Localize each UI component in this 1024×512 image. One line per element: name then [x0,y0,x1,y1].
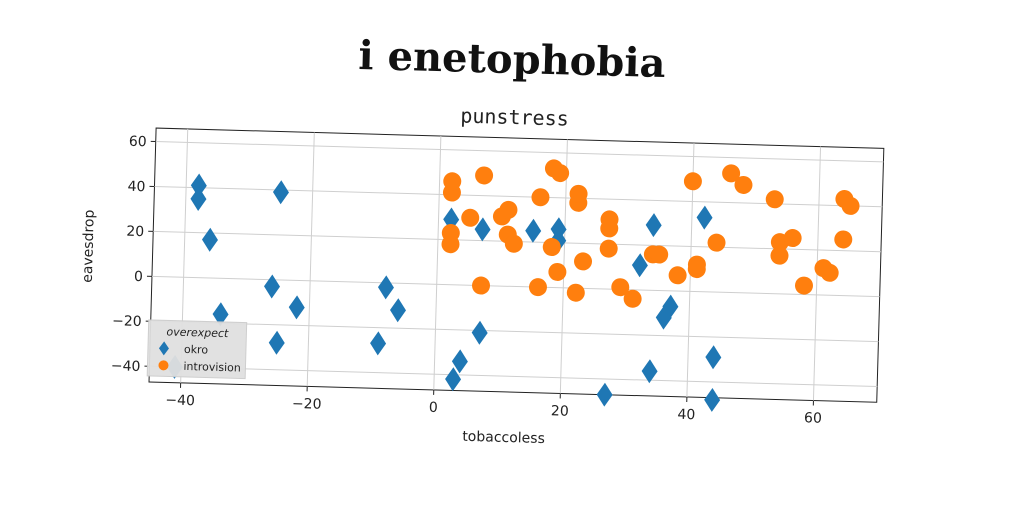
y-tick-label: 0 [134,269,143,285]
point-okro [704,387,721,412]
x-tick-label: −40 [165,392,195,409]
point-introvision [722,164,741,183]
point-introvision [528,278,547,297]
point-introvision [765,190,784,209]
point-introvision [599,239,618,258]
point-introvision [548,262,567,281]
point-okro [201,227,218,252]
point-okro [445,367,462,392]
x-tick-label: 20 [551,403,569,419]
y-grid-line [149,365,878,388]
point-introvision [707,233,726,252]
point-introvision [841,196,860,215]
x-tick-label: 60 [804,410,822,426]
y-tick-label: 40 [127,179,145,195]
point-introvision [531,188,550,207]
point-okro [641,359,658,384]
point-okro [662,294,679,319]
point-okro [525,218,542,243]
point-introvision [441,235,460,254]
x-tick-label: 0 [429,400,438,416]
legend-label-introvision: introvision [183,360,241,375]
point-introvision [794,276,813,295]
point-okro [390,298,406,323]
point-introvision [820,263,839,282]
chart-subtitle: punstress [460,104,569,131]
point-introvision [783,229,802,248]
legend-title: overexpect [166,325,229,340]
point-introvision [834,230,853,249]
point-okro [696,205,713,230]
point-introvision [611,278,630,297]
point-okro [645,213,662,238]
legend-marker-introvision [158,360,169,371]
point-introvision [542,238,561,257]
point-introvision [443,172,462,191]
point-introvision [574,252,593,271]
x-grid-line [433,135,442,390]
point-okro [264,274,281,299]
legend: overexpect okro introvision [146,319,248,380]
point-introvision [461,208,480,227]
point-okro [190,186,207,211]
y-axis-label: eavesdrop [80,209,98,283]
plot-area [148,127,885,412]
point-introvision [551,164,570,183]
point-okro [451,349,468,374]
point-introvision [687,260,706,279]
point-introvision [569,184,588,203]
data-points [166,159,860,412]
point-introvision [668,266,687,285]
y-tick-label: 20 [126,224,144,240]
point-okro [474,217,491,242]
x-grid-line [306,132,315,387]
point-okro [268,330,285,355]
point-okro [190,173,207,198]
point-okro [377,275,394,300]
y-tick-label: 60 [129,134,147,150]
point-okro [370,331,387,356]
point-introvision [623,289,642,308]
x-axis-label: tobaccoless [462,429,545,447]
y-tick-label: −20 [112,313,142,330]
x-tick-label: −20 [292,396,322,413]
point-introvision [475,166,494,185]
point-okro [471,320,488,345]
point-introvision [683,172,702,191]
point-introvision [504,234,523,253]
point-introvision [734,175,753,194]
x-tick-label: 40 [677,407,695,423]
point-introvision [600,219,619,238]
point-introvision [566,283,585,302]
point-introvision [770,246,789,265]
plot-frame [148,127,885,403]
point-introvision [499,200,518,219]
y-axis-ticks: −40 −20 0 20 40 60 [111,134,156,375]
y-tick-label: −40 [111,358,141,375]
point-okro [596,382,613,407]
point-okro [288,295,305,320]
legend-box [146,319,248,380]
legend-marker-okro [158,341,169,356]
legend-label-okro: okro [184,343,209,357]
y-grid-line [155,141,884,163]
y-grid-line [150,320,879,343]
point-okro [705,345,722,370]
point-introvision [472,276,491,295]
point-okro [631,253,648,278]
point-okro [212,302,229,327]
x-axis-ticks: −40 −20 0 20 40 60 [165,382,822,427]
point-introvision [650,245,669,264]
point-okro [272,180,289,205]
